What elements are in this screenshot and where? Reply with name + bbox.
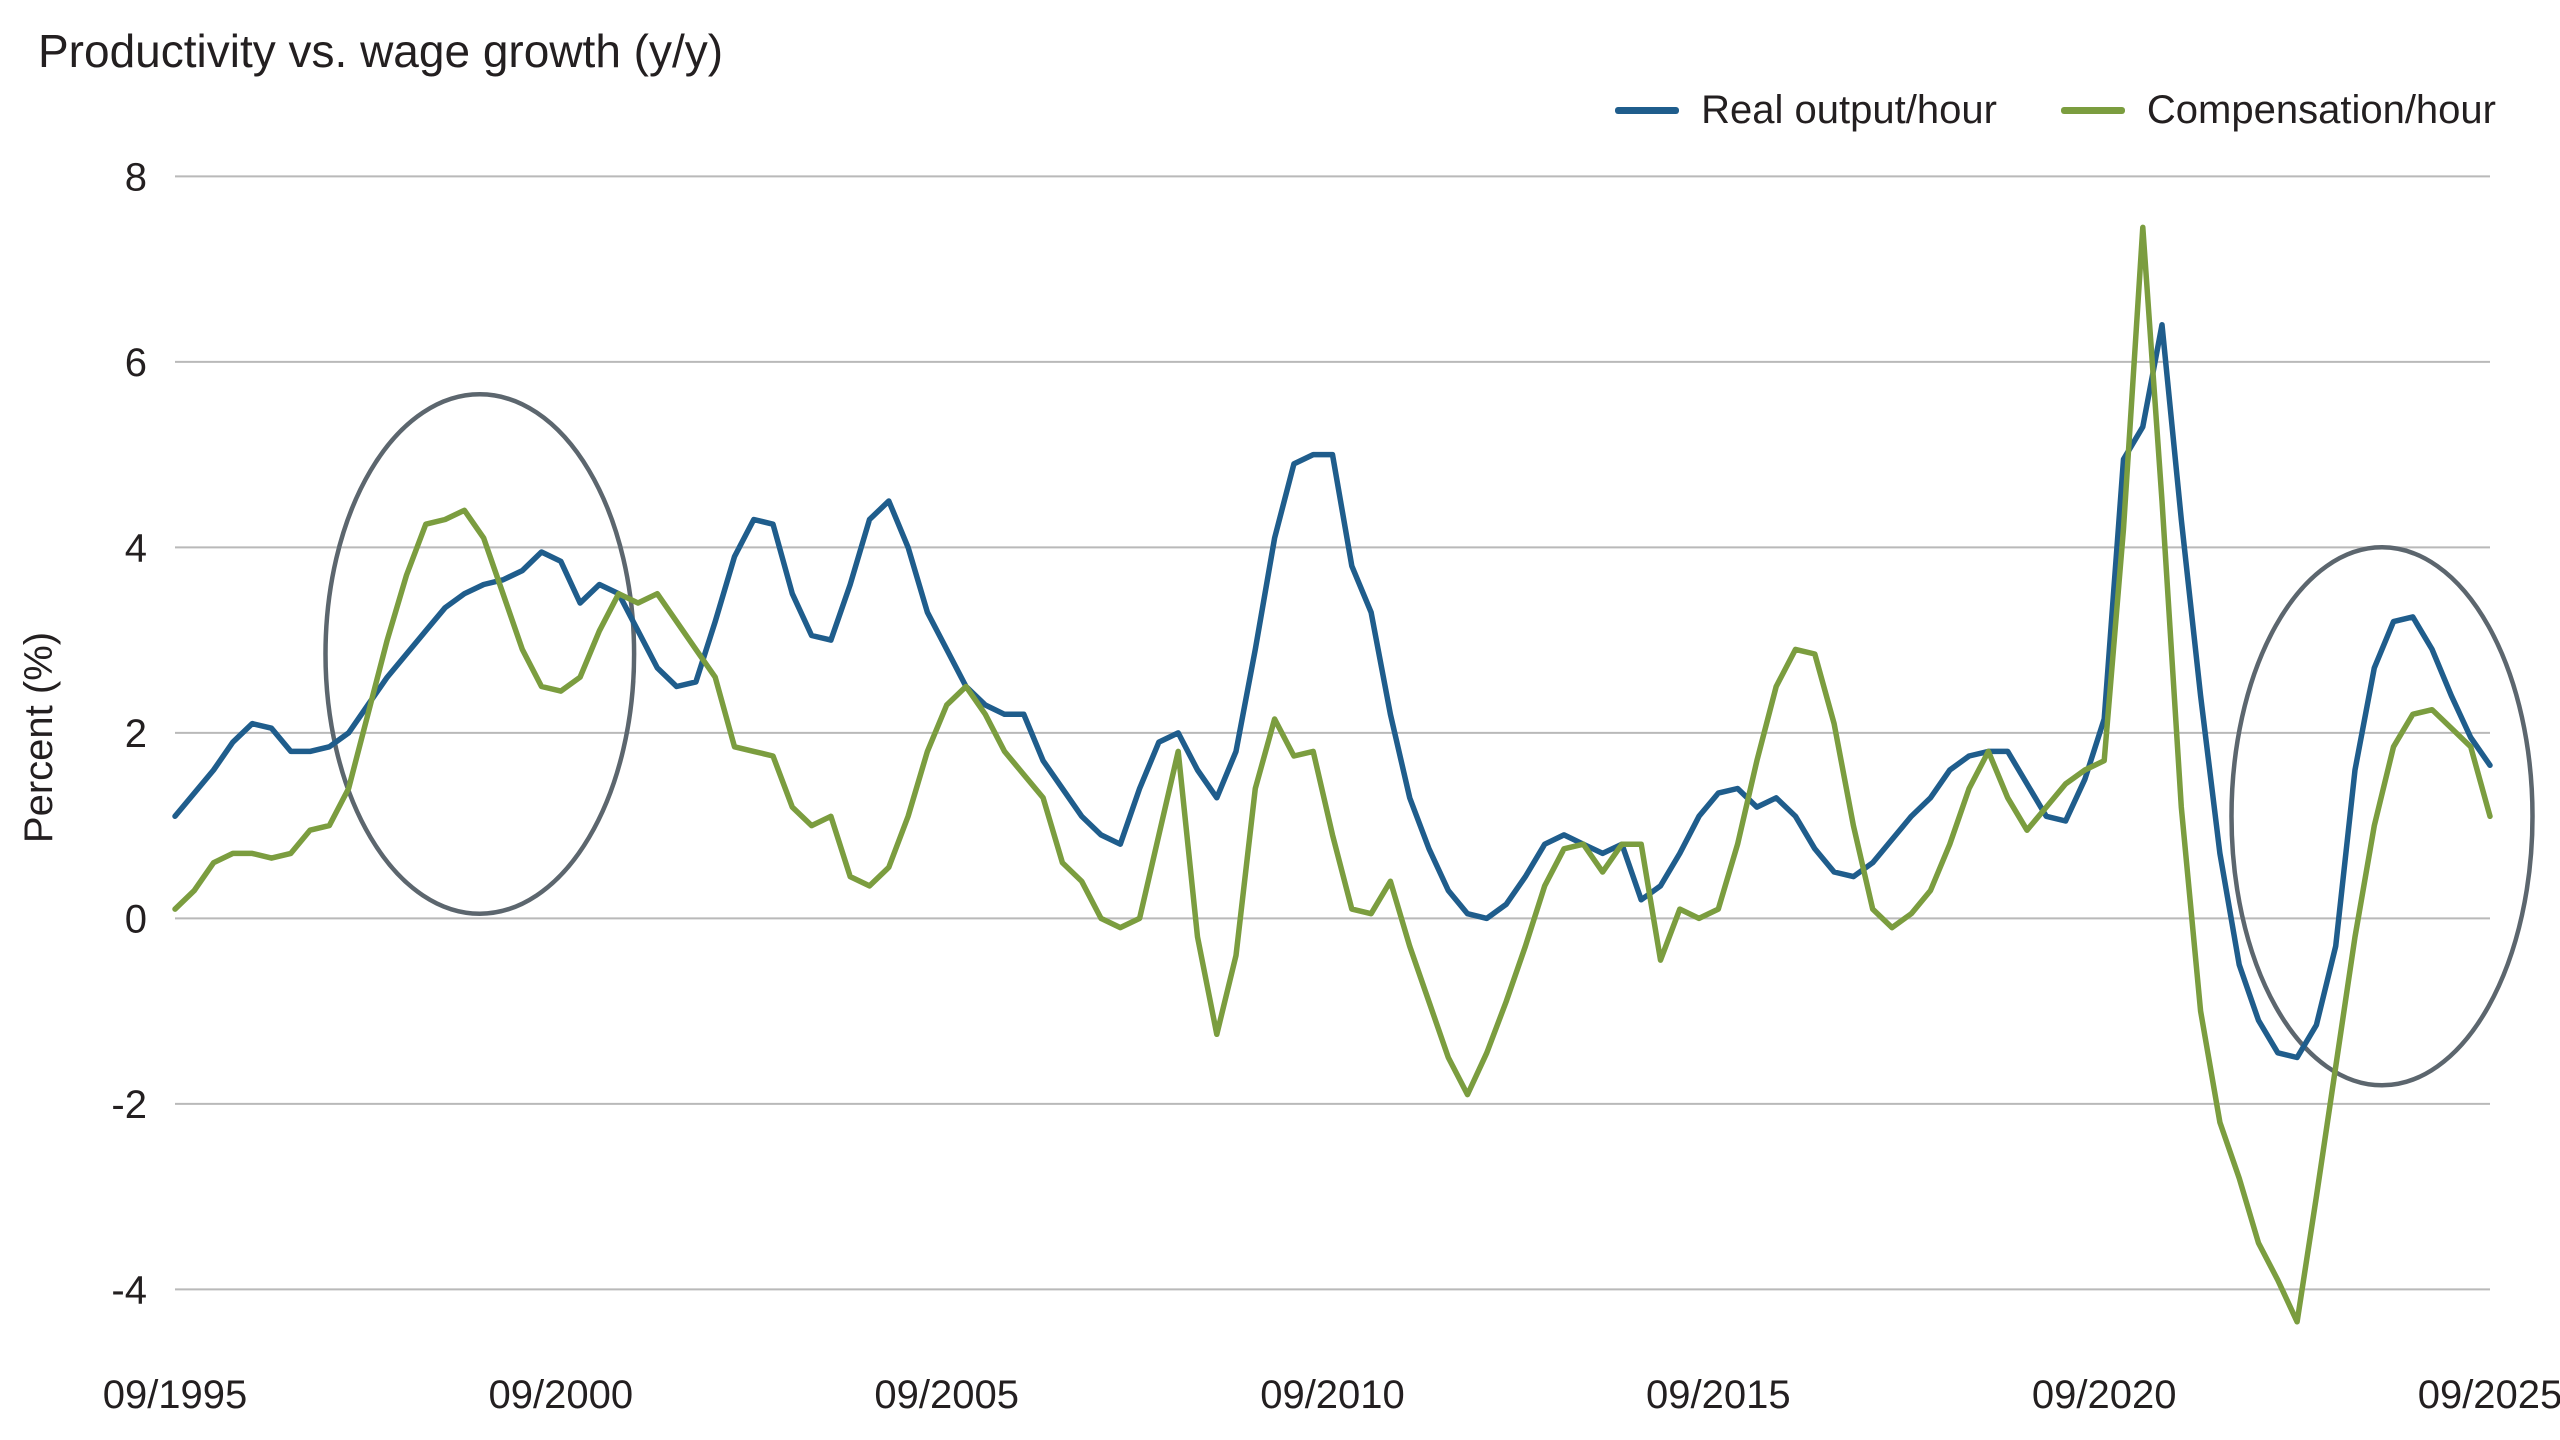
legend-line-swatch-real-output bbox=[1615, 107, 1680, 114]
x-tick-label: 09/2015 bbox=[1646, 1373, 1791, 1417]
x-tick-label: 09/2000 bbox=[489, 1373, 634, 1417]
annotation-ellipse-0 bbox=[323, 392, 637, 916]
legend-label-real-output: Real output/hour bbox=[1701, 88, 1997, 132]
x-tick-label: 09/1995 bbox=[103, 1373, 248, 1417]
x-tick-label: 09/2025 bbox=[2418, 1373, 2560, 1417]
y-tick-label: -2 bbox=[111, 1083, 147, 1127]
y-tick-label: 8 bbox=[125, 155, 147, 199]
y-tick-label: 2 bbox=[125, 712, 147, 756]
series-line-0 bbox=[172, 322, 2493, 1061]
y-tick-label: 4 bbox=[125, 526, 147, 570]
legend-item-real-output: Real output/hour bbox=[1615, 88, 1997, 133]
x-tick-label: 09/2010 bbox=[1260, 1373, 1405, 1417]
y-tick-label: 6 bbox=[125, 341, 147, 385]
chart-title: Productivity vs. wage growth (y/y) bbox=[38, 25, 724, 77]
legend-line-swatch-compensation bbox=[2060, 107, 2125, 114]
y-tick-label: -4 bbox=[111, 1268, 147, 1312]
x-tick-label: 09/2005 bbox=[874, 1373, 1019, 1417]
x-tick-label: 09/2020 bbox=[2032, 1373, 2177, 1417]
legend-item-compensation: Compensation/hour bbox=[2060, 88, 2496, 133]
series-line-1 bbox=[172, 224, 2493, 1325]
chart-legend: Real output/hour Compensation/hour bbox=[1615, 88, 2496, 133]
y-axis-label: Percent (%) bbox=[17, 632, 61, 843]
annotation-ellipse-1 bbox=[2229, 545, 2535, 1088]
y-tick-label: 0 bbox=[125, 897, 147, 941]
legend-label-compensation: Compensation/hour bbox=[2146, 88, 2496, 132]
